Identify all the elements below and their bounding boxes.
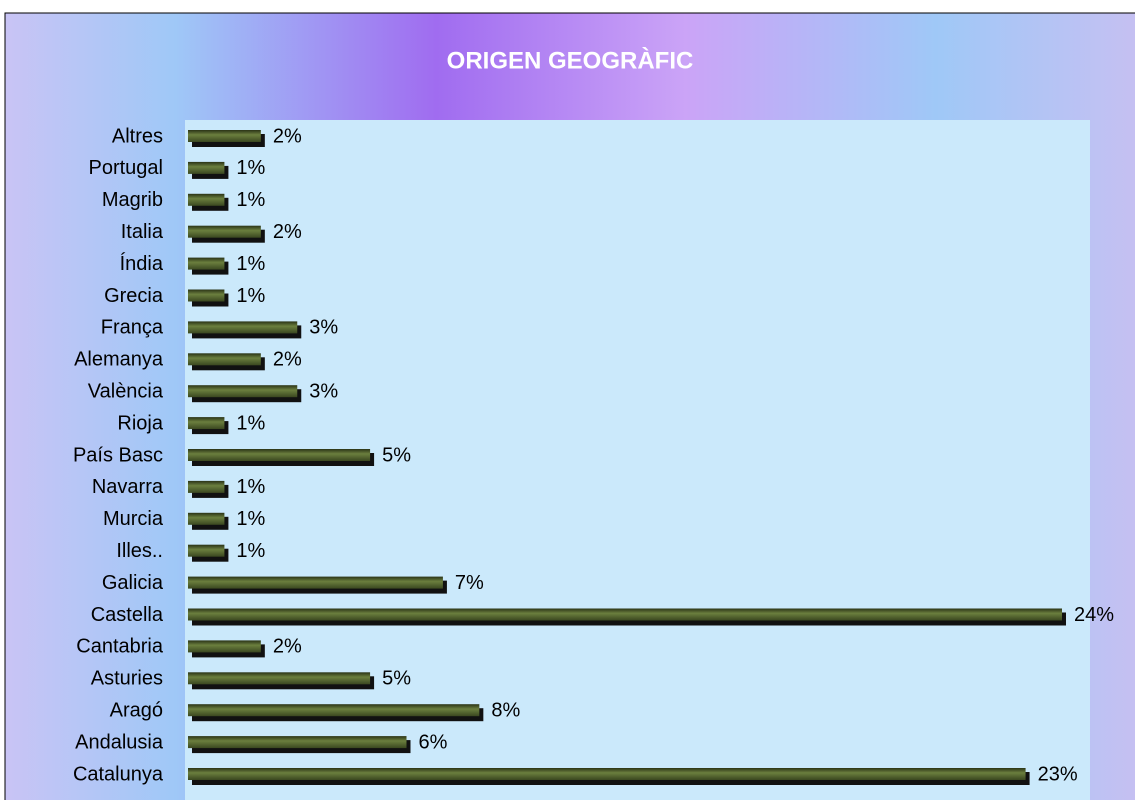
value-label: 2% [273, 349, 302, 371]
value-label: 23% [1038, 763, 1078, 785]
bar [188, 512, 225, 525]
value-label: 7% [455, 572, 484, 594]
value-label: 1% [236, 157, 265, 179]
bar [188, 480, 225, 493]
category-label: Murcia [103, 508, 164, 530]
bar [188, 289, 225, 302]
category-label: Illes.. [116, 540, 163, 562]
value-label: 1% [236, 476, 265, 498]
category-label: Alemanya [74, 349, 164, 371]
value-label: 1% [236, 189, 265, 211]
bar [188, 768, 1026, 780]
bar [188, 257, 225, 270]
category-label: Cantabria [76, 636, 164, 658]
category-label: Galicia [102, 572, 164, 594]
bar [188, 161, 225, 174]
bar [188, 385, 298, 398]
bar [188, 576, 443, 589]
bar [188, 353, 261, 366]
value-label: 6% [419, 731, 448, 753]
value-label: 5% [382, 444, 411, 466]
category-label: Andalusia [75, 731, 164, 753]
bar [188, 193, 225, 206]
value-label: 1% [236, 253, 265, 275]
category-label: Rioja [117, 412, 163, 434]
category-label: França [101, 317, 164, 339]
value-label: 8% [491, 699, 520, 721]
bar [188, 672, 371, 685]
chart-title: ORIGEN GEOGRÀFIC [447, 46, 694, 74]
category-label: Catalunya [73, 763, 164, 785]
value-label: 2% [273, 636, 302, 658]
category-label: Navarra [92, 476, 164, 498]
bar [188, 608, 1062, 621]
category-label: Portugal [89, 157, 164, 179]
category-label: Magrib [102, 189, 163, 211]
bar [188, 321, 298, 334]
category-label: Italia [121, 221, 164, 243]
value-label: 1% [236, 285, 265, 307]
value-label: 1% [236, 540, 265, 562]
category-label: Altres [112, 125, 163, 147]
value-label: 2% [273, 221, 302, 243]
bar [188, 736, 407, 749]
category-label: Castella [91, 604, 164, 626]
value-label: 1% [236, 412, 265, 434]
bar [188, 130, 261, 142]
category-label: València [88, 380, 164, 402]
bar [188, 640, 261, 653]
bar [188, 449, 371, 461]
value-label: 2% [273, 125, 302, 147]
category-label: País Basc [73, 444, 163, 466]
value-label: 1% [236, 508, 265, 530]
value-label: 5% [382, 668, 411, 690]
value-label: 3% [309, 317, 338, 339]
bar [188, 544, 225, 557]
category-label: Asturies [91, 668, 163, 690]
category-label: Grecia [104, 285, 164, 307]
category-label: Índia [120, 252, 164, 275]
value-label: 3% [309, 380, 338, 402]
bar [188, 704, 480, 717]
value-label: 24% [1074, 604, 1114, 626]
bar [188, 225, 261, 238]
category-label: Aragó [110, 699, 163, 721]
bar [188, 417, 225, 430]
